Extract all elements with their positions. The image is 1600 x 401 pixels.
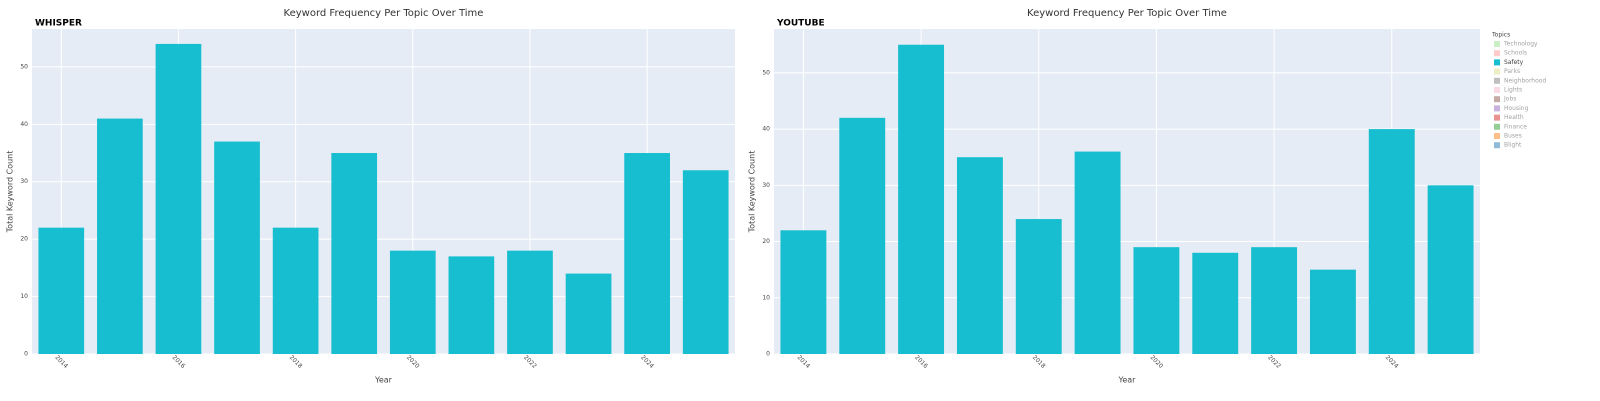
legend-swatch [1494,96,1500,103]
legend-label[interactable]: Finance [1504,123,1527,130]
legend-label[interactable]: Parks [1504,68,1520,75]
panel-label: WHISPER [35,19,82,29]
legend-label[interactable]: Health [1504,114,1524,121]
legend-title: Topics [1491,32,1510,39]
legend-swatch [1494,87,1500,93]
x-tick-label: 2024 [1384,354,1400,370]
y-tick-label: 0 [24,351,28,358]
bar [272,227,319,354]
y-tick-label: 50 [762,69,770,76]
x-axis-title: Year [374,376,393,385]
y-tick-label: 10 [20,293,28,300]
x-tick-label: 2014 [53,354,69,370]
bar [448,256,495,354]
legend-label[interactable]: Blight [1504,142,1522,149]
legend-swatch [1494,68,1500,75]
legend-swatch [1494,41,1500,47]
legend-label[interactable]: Lights [1504,87,1522,94]
legend-swatch [1494,59,1500,66]
bar [956,157,1003,354]
bar [1368,129,1415,354]
legend-label[interactable]: Schools [1504,50,1527,57]
legend-swatch [1494,133,1500,139]
x-axis-title: Year [1118,376,1137,385]
y-tick-label: 30 [762,182,770,189]
panel-label: YOUTUBE [776,19,825,29]
bar [38,227,85,354]
legend-label[interactable]: Jobs [1503,96,1516,103]
legend-label[interactable]: Housing [1504,105,1529,112]
x-tick-label: 2024 [639,354,655,370]
bar [507,250,553,354]
legend-label[interactable]: Safety [1504,59,1524,66]
chart-title: Keyword Frequency Per Topic Over Time [284,8,484,19]
plot-area [774,29,1480,354]
y-tick-label: 10 [762,294,770,301]
legend-swatch [1494,77,1500,84]
bar [898,44,945,354]
bar [1192,252,1239,354]
chart-title: Keyword Frequency Per Topic Over Time [1027,8,1227,19]
bar [565,273,612,354]
x-tick-label: 2020 [405,354,421,370]
x-tick-label: 2018 [288,354,304,370]
x-tick-label: 2022 [522,354,538,370]
y-axis-title: Total Keyword Count [6,151,15,234]
y-tick-label: 20 [762,238,770,245]
x-tick-label: 2022 [1266,354,1282,370]
y-tick-label: 30 [20,178,28,185]
y-axis-title: Total Keyword Count [748,151,757,234]
legend-swatch [1494,105,1500,112]
bar [780,230,827,354]
legend-swatch [1494,142,1500,149]
bar [155,43,202,355]
y-tick-label: 40 [20,121,28,128]
x-tick-label: 2014 [796,354,812,370]
legend-label[interactable]: Buses [1504,133,1522,140]
plot-area [32,29,735,354]
bar [1427,185,1474,354]
bar [624,153,670,354]
legend-label[interactable]: Technology [1503,41,1538,48]
bar [1133,247,1180,354]
bar [389,250,436,354]
bar [839,117,886,355]
bar [1309,269,1356,354]
x-tick-label: 2020 [1149,354,1165,370]
legend-swatch [1494,50,1500,57]
legend-label[interactable]: Neighborhood [1504,77,1546,84]
y-tick-label: 20 [20,236,28,243]
legend-swatch [1494,123,1500,130]
bar [1015,219,1062,354]
y-tick-label: 50 [20,63,28,70]
x-tick-label: 2016 [171,354,187,370]
bar [682,170,729,354]
x-tick-label: 2016 [913,354,929,370]
bar [214,141,260,354]
x-tick-label: 2018 [1031,354,1047,370]
bar [331,153,378,354]
y-tick-label: 0 [766,351,770,358]
y-tick-label: 40 [762,126,770,133]
legend-swatch [1494,114,1500,121]
bar [1251,247,1298,354]
bar [1074,151,1121,354]
bar [97,118,143,354]
